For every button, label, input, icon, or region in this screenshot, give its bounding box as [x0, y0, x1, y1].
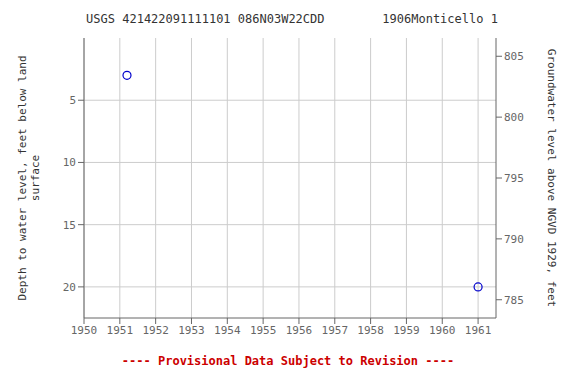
svg-text:1957: 1957 — [322, 324, 349, 337]
svg-text:800: 800 — [504, 111, 524, 124]
svg-text:1954: 1954 — [214, 324, 241, 337]
svg-text:805: 805 — [504, 50, 524, 63]
svg-text:1956: 1956 — [286, 324, 313, 337]
svg-text:5: 5 — [69, 94, 76, 107]
svg-text:15: 15 — [63, 219, 76, 232]
svg-text:1953: 1953 — [178, 324, 205, 337]
svg-text:1951: 1951 — [107, 324, 134, 337]
svg-text:Depth to water level, feet bel: Depth to water level, feet below landsur… — [16, 55, 42, 300]
html-text:USGS 421422091111101 086N03W22: USGS 421422091111101 086N03W22CDD 1906Mo… — [86, 12, 498, 26]
svg-text:Groundwater level above NGVD 1: Groundwater level above NGVD 1929, feet — [545, 49, 558, 307]
svg-text:1950: 1950 — [71, 324, 98, 337]
svg-text:795: 795 — [504, 172, 524, 185]
svg-text:1958: 1958 — [357, 324, 384, 337]
svg-text:10: 10 — [63, 156, 76, 169]
svg-text:1955: 1955 — [250, 324, 277, 337]
html-text:---- Provisional Data Subject: ---- Provisional Data Subject to Revisio… — [121, 354, 455, 368]
svg-text:790: 790 — [504, 233, 524, 246]
svg-text:20: 20 — [63, 281, 76, 294]
svg-text:785: 785 — [504, 294, 524, 307]
svg-text:1959: 1959 — [393, 324, 420, 337]
svg-text:1960: 1960 — [429, 324, 456, 337]
svg-text:1961: 1961 — [465, 324, 492, 337]
svg-text:1952: 1952 — [142, 324, 169, 337]
